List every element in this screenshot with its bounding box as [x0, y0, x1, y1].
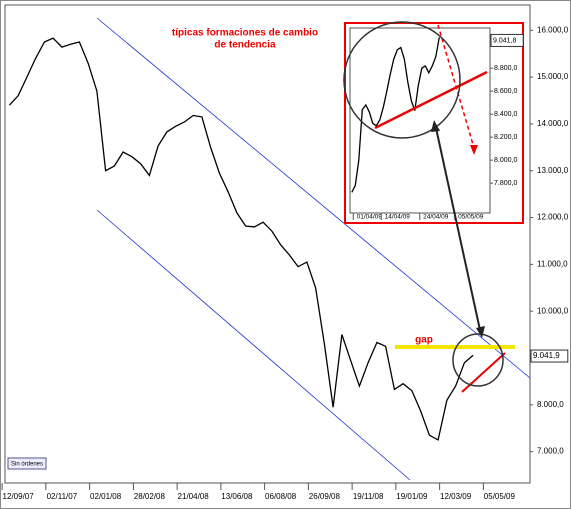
- x-tick-label: 28/02/08: [134, 492, 166, 501]
- x-tick-label: 05/05/09: [484, 492, 516, 501]
- x-tick-label: 14/04/09: [385, 214, 411, 221]
- dashed-arrow: [437, 24, 475, 149]
- x-tick-label: 26/09/08: [309, 492, 341, 501]
- arrow-head: [476, 326, 485, 338]
- y-tick-label: 7.000,0: [537, 447, 564, 456]
- trend-line-small: [461, 352, 506, 393]
- last-value-box: [530, 349, 569, 363]
- y-tick-label: 12.000,0: [537, 213, 569, 222]
- y-tick-label: 13.000,0: [537, 166, 569, 175]
- y-tick-label: 11.000,0: [537, 259, 568, 268]
- overlay: típicas formaciones de cambio de tendenc…: [7, 21, 506, 470]
- x-tick-label: 12/09/07: [3, 492, 35, 501]
- y-tick-label: 10.000,0: [537, 306, 569, 315]
- circle-large: [343, 21, 461, 139]
- y-tick-label: 8.000,0: [537, 400, 564, 409]
- inset-plot-area: [349, 27, 491, 214]
- y-tick-label: 8.600,0: [494, 88, 517, 95]
- annotation: de tendencia: [214, 40, 276, 51]
- channel-lower: [96, 209, 411, 481]
- y-tick-label: 16.000,0: [537, 25, 569, 34]
- last-value-box: [490, 33, 524, 47]
- x-tick-label: 13/06/08: [221, 492, 253, 501]
- price-line: [8, 37, 474, 441]
- x-tick-label: 01/04/09: [357, 214, 383, 221]
- link-arrow: [435, 127, 481, 331]
- y-tick-label: 8.400,0: [494, 111, 517, 118]
- status-label: Sin órdenes: [11, 462, 43, 468]
- last-value-label: 9.041,8: [493, 37, 516, 44]
- x-tick-label: 06/08/08: [265, 492, 297, 501]
- y-tick-label: 8.800,0: [494, 65, 517, 72]
- status-box: [7, 457, 47, 470]
- annotation: típicas formaciones de cambio: [172, 28, 318, 39]
- last-value-label: 9.041,9: [533, 351, 560, 360]
- x-tick-label: 19/01/09: [396, 492, 428, 501]
- y-tick-label: 15.000,0: [537, 72, 569, 81]
- x-tick-label: 19/11/08: [353, 492, 384, 501]
- x-tick-label: 02/11/07: [47, 492, 78, 501]
- y-tick-label: 14.000,0: [537, 119, 569, 128]
- annotation: gap: [415, 335, 433, 346]
- y-tick-label: 8.200,0: [494, 134, 517, 141]
- arrow-head: [470, 145, 478, 155]
- circle-small: [452, 333, 504, 387]
- y-tick-label: 7.800,0: [494, 180, 517, 187]
- x-tick-label: 24/04/09: [423, 214, 449, 221]
- x-tick-label: 12/03/09: [440, 492, 472, 501]
- x-tick-label: 05/05/09: [458, 214, 484, 221]
- y-tick-label: 8.000,0: [494, 157, 517, 164]
- x-tick-label: 21/04/08: [178, 492, 210, 501]
- price-line: [351, 37, 440, 193]
- channel-upper: [96, 17, 531, 379]
- x-tick-label: 02/01/08: [90, 492, 122, 501]
- arrow-head: [431, 120, 440, 132]
- trend-line: [374, 70, 488, 130]
